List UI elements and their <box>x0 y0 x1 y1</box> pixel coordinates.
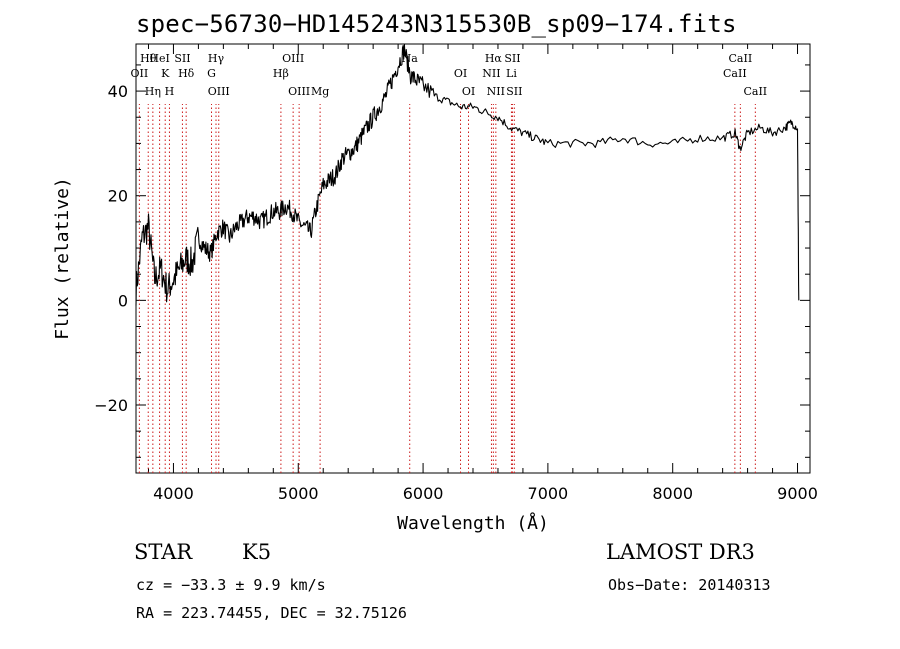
emission-line-label: H <box>165 85 175 98</box>
x-tick-label: 6000 <box>403 484 444 503</box>
emission-line-label: K <box>161 67 170 80</box>
emission-line-label: SII <box>506 85 522 98</box>
emission-line-label: OII <box>131 67 149 80</box>
survey-name: LAMOST DR3 <box>606 540 755 564</box>
chart-root: 4000 5000 6000 7000 8000 9000 −20 0 20 40 Waveleng… <box>52 43 818 534</box>
emission-line-label: CaII <box>723 67 747 80</box>
x-tick-label: 8000 <box>652 484 693 503</box>
x-tick-label: 4000 <box>153 484 194 503</box>
emission-line-label: NII <box>487 85 505 98</box>
x-tick-label: 7000 <box>528 484 569 503</box>
emission-line-label: Hθ <box>140 52 157 65</box>
emission-line-label: Mg <box>311 85 329 98</box>
emission-line-label: CaII <box>729 52 753 65</box>
emission-line-label: OI <box>454 67 467 80</box>
emission-line-label: HeI <box>149 52 169 65</box>
chart-title: spec−56730−HD145243N315530B_sp09−174.fit… <box>136 10 737 38</box>
coordinates-readout: RA = 223.74455, DEC = 32.75126 <box>136 604 407 622</box>
spectrum-series-line <box>135 43 800 306</box>
object-subclass: K5 <box>242 540 272 564</box>
x-tick-label: 5000 <box>278 484 319 503</box>
object-class: STAR <box>134 540 193 564</box>
emission-line-label: OI <box>462 85 475 98</box>
obs-date: Obs−Date: 20140313 <box>608 576 771 594</box>
emission-line-label: OIII <box>208 85 230 98</box>
redshift-readout: cz = −33.3 ± 9.9 km/s <box>136 576 326 594</box>
y-axis-label: Flux (relative) <box>52 177 73 340</box>
emission-line-label: OIII <box>282 52 304 65</box>
emission-line-label: Hβ <box>273 67 289 80</box>
y-tick-label: 0 <box>118 291 128 310</box>
emission-line-label: SII <box>504 52 520 65</box>
emission-line-label: NII <box>482 67 500 80</box>
emission-line-label: Hδ <box>178 67 195 80</box>
emission-line-label: Hγ <box>208 52 225 65</box>
emission-line-label: Hα <box>485 52 503 65</box>
y-tick-label: 40 <box>108 82 128 101</box>
emission-line-label: Hη <box>145 85 161 98</box>
emission-line-label: CaII <box>743 85 767 98</box>
emission-line-label: SII <box>174 52 190 65</box>
y-tick-label: −20 <box>94 396 128 415</box>
emission-line-label: Li <box>506 67 517 80</box>
y-tick-label: 20 <box>108 187 128 206</box>
x-tick-label: 9000 <box>777 484 818 503</box>
emission-line-label: OIII <box>288 85 310 98</box>
x-axis-label: Wavelength (Å) <box>397 512 549 534</box>
emission-line-label: G <box>207 67 216 80</box>
